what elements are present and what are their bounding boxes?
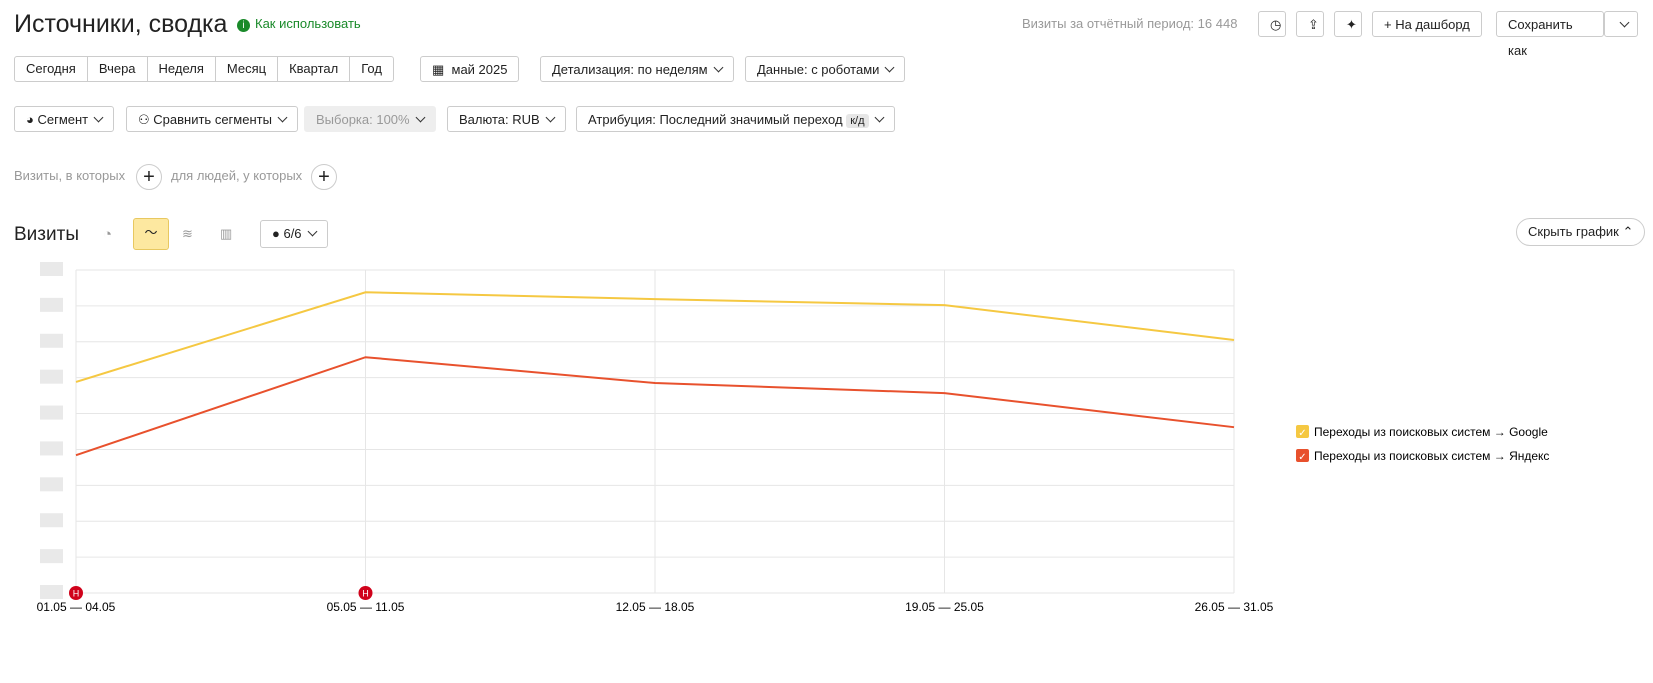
series-count: 6/6 — [283, 226, 302, 241]
period-button[interactable]: Месяц — [214, 57, 277, 81]
people-condition: для людей, у которых — [171, 168, 303, 183]
period-button[interactable]: Сегодня — [26, 61, 76, 76]
blurred-tick-label — [40, 585, 63, 599]
save-button[interactable]: Сохранить как — [1496, 11, 1604, 58]
line-chart-icon[interactable]: 〜 — [133, 218, 169, 250]
dashboard-text: На дашборд — [1395, 17, 1470, 32]
add-visit-condition[interactable]: + — [136, 164, 162, 190]
compare-text: Сравнить сегменты — [153, 112, 272, 127]
annotation-marker — [69, 586, 83, 600]
save-menu[interactable] — [1604, 11, 1638, 37]
legend-label: Переходы из поисковых систем → Google — [1314, 425, 1548, 439]
compare-button[interactable]: ⚇ Сравнить сегменты — [126, 106, 298, 132]
date-text: май 2025 — [451, 62, 508, 77]
history-button[interactable]: ◷ — [1258, 11, 1286, 37]
sample-button[interactable]: Выборка: 100% — [304, 106, 436, 132]
series-line — [75, 291, 1235, 383]
robots-text: Данные: с роботами — [757, 62, 880, 77]
segment-button[interactable]: ◕ Сегмент — [14, 106, 115, 132]
period-button[interactable]: Год — [349, 57, 393, 81]
blurred-tick-label — [40, 405, 63, 420]
blurred-tick-label — [40, 513, 63, 528]
bar-chart-icon[interactable]: ▥ — [220, 226, 233, 241]
add-people-condition[interactable]: + — [311, 164, 337, 190]
robots-select[interactable]: Данные: с роботами — [745, 56, 906, 82]
blurred-tick-label — [40, 262, 63, 276]
blurred-tick-label — [40, 297, 63, 312]
annotation-label: Н — [73, 589, 80, 599]
legend-checkbox — [1296, 425, 1309, 438]
pie-chart-icon[interactable]: ◔ — [103, 226, 113, 243]
series-line — [75, 356, 1235, 457]
info-icon: i — [237, 19, 250, 32]
save-text: Сохранить как — [1508, 17, 1573, 58]
blurred-tick-label — [40, 369, 63, 384]
blurred-tick-label — [40, 333, 63, 348]
attribution-text: Атрибуция: Последний значимый переход — [588, 112, 843, 127]
x-tick-label: 19.05 — 25.05 — [905, 600, 984, 614]
period-button[interactable]: Неделя — [146, 57, 215, 81]
period-group: Сегодня Вчера Неделя Месяц Квартал Год — [14, 56, 394, 82]
section-title: Визиты — [14, 224, 79, 245]
page-title: Источники, сводка — [14, 10, 228, 38]
ai-button[interactable]: ✦ — [1334, 11, 1362, 37]
hide-chart-button[interactable]: Скрыть график ⌃ — [1516, 218, 1646, 246]
visits-summary: Визиты за отчётный период: 16 448 — [1022, 16, 1237, 31]
legend-check: ✓ — [1298, 452, 1306, 463]
area-chart-icon[interactable]: ≋ — [182, 226, 193, 241]
sample-text: Выборка: 100% — [316, 112, 410, 127]
legend-check: ✓ — [1298, 428, 1306, 439]
detail-text: Детализация: по неделям — [552, 62, 708, 77]
attribution-select[interactable]: Атрибуция: Последний значимый переход к/… — [576, 106, 895, 132]
blurred-tick-label — [40, 477, 63, 492]
export-button[interactable]: ⇪ — [1296, 11, 1324, 37]
x-tick-label: 12.05 — 18.05 — [616, 600, 695, 614]
annotation-label: Н — [362, 589, 369, 599]
period-button[interactable]: Вчера — [86, 57, 147, 81]
x-tick-label: 01.05 — 04.05 — [37, 600, 116, 614]
help-text: Как использовать — [255, 16, 361, 31]
dashboard-button[interactable]: + На дашборд — [1372, 11, 1482, 37]
segment-text: Сегмент — [37, 112, 89, 127]
legend-label: Переходы из поисковых систем → Яндекс — [1314, 449, 1549, 463]
annotation-marker — [358, 586, 373, 600]
blurred-tick-label — [40, 549, 63, 564]
visits-label: Визиты за отчётный период: — [1022, 16, 1195, 31]
series-select[interactable]: ● 6/6 — [260, 220, 328, 248]
visits-total: 16 448 — [1197, 16, 1238, 31]
hide-chart-text: Скрыть график — [1528, 224, 1619, 239]
x-tick-label: 26.05 — 31.05 — [1195, 600, 1274, 614]
period-button[interactable]: Квартал — [277, 57, 349, 81]
currency-text: Валюта: RUB — [459, 112, 540, 127]
attribution-badge: к/д — [846, 114, 869, 128]
blurred-tick-label — [40, 441, 63, 456]
help-link[interactable]: i Как использовать — [237, 16, 361, 32]
visits-condition: Визиты, в которых — [14, 168, 126, 183]
currency-select[interactable]: Валюта: RUB — [447, 106, 566, 132]
date-picker[interactable]: ▦ май 2025 — [420, 56, 520, 82]
x-tick-label: 05.05 — 11.05 — [327, 600, 405, 614]
legend-checkbox — [1296, 449, 1309, 462]
detail-select[interactable]: Детализация: по неделям — [540, 56, 734, 82]
